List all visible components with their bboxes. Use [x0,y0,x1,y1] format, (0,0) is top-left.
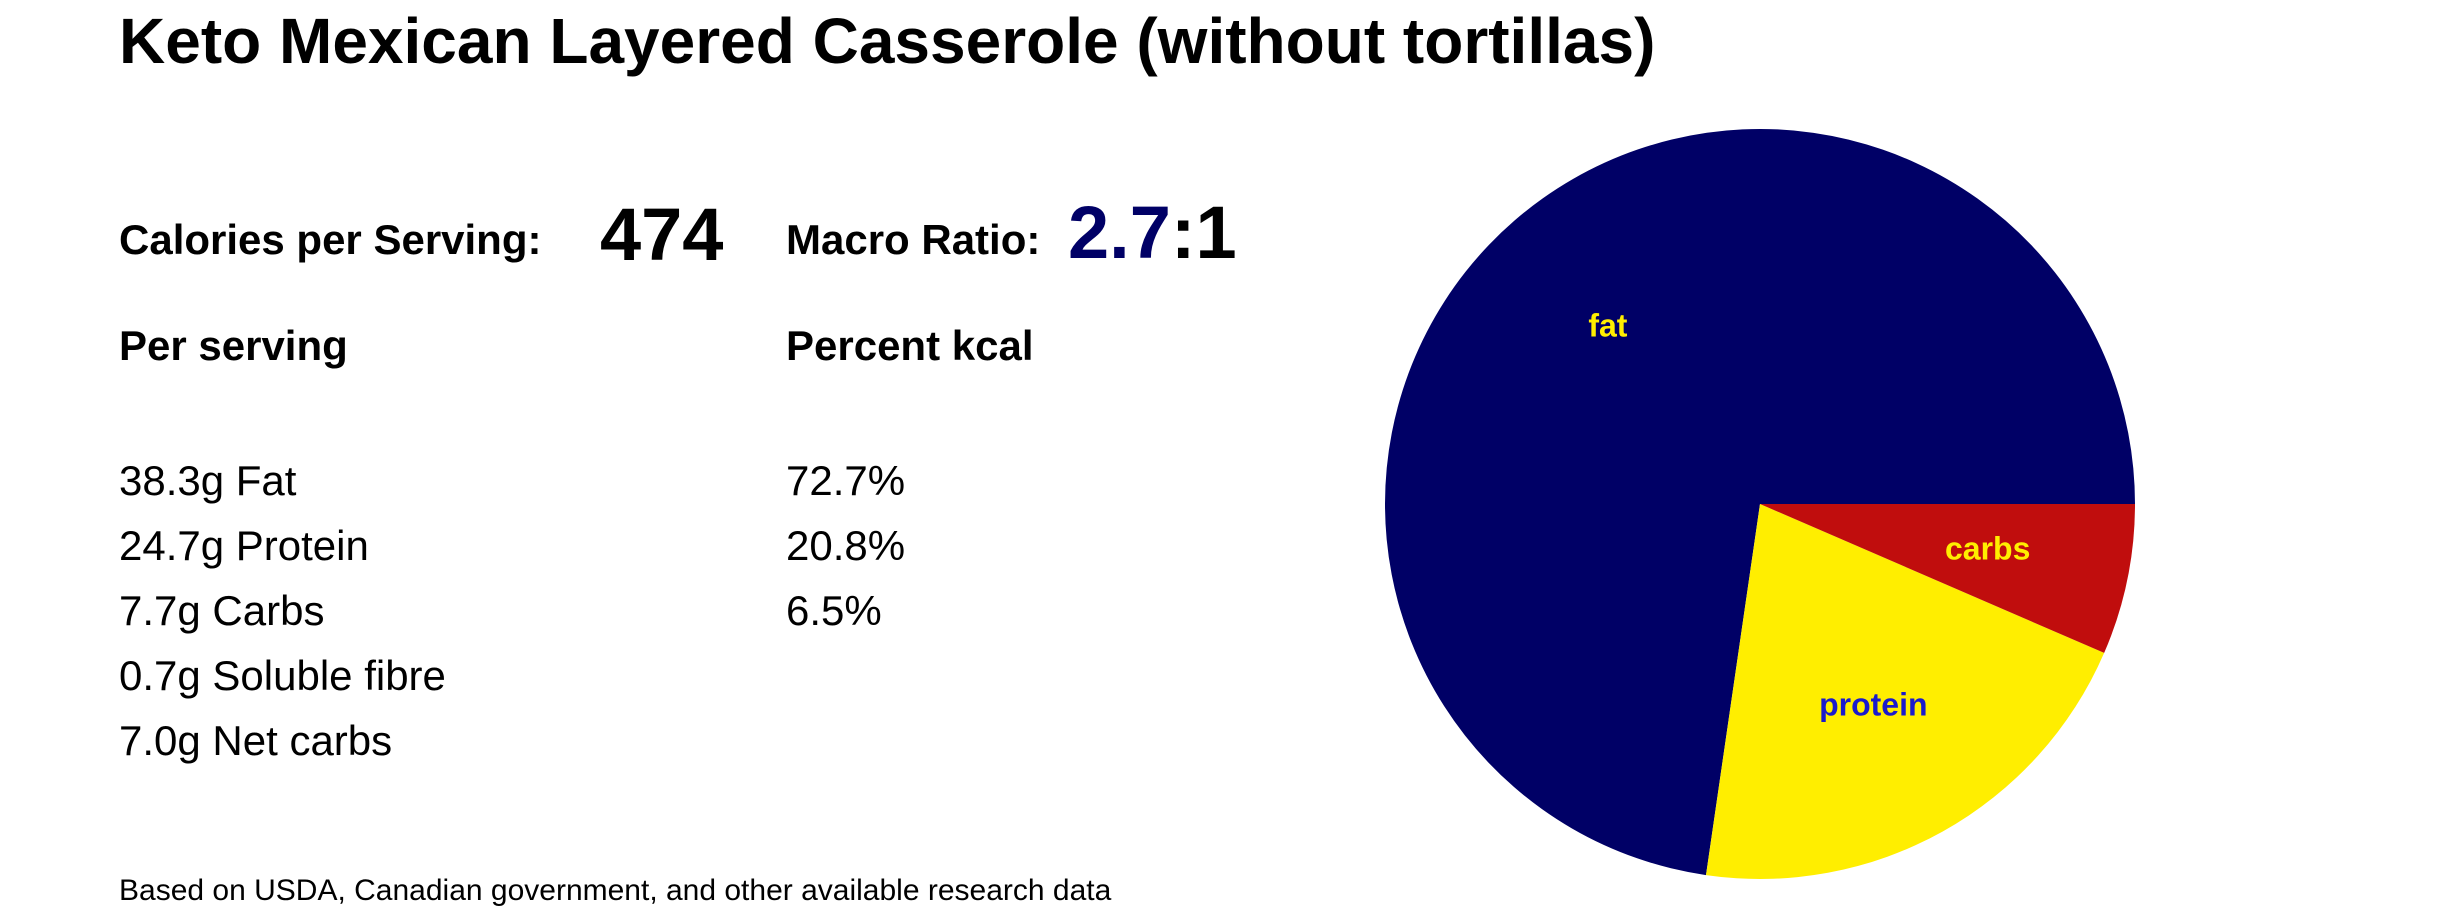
macro-pie-chart: fat protein carbs [1385,129,2135,879]
pie-slice-fat [1385,129,2135,876]
per-serving-protein: 24.7g Protein [119,522,369,569]
per-serving-list: 38.3g Fat 24.7g Protein 7.7g Carbs 0.7g … [119,448,446,773]
pie-label-protein: protein [1819,686,1927,722]
per-serving-net-carbs: 7.0g Net carbs [119,717,393,764]
pie-label-carbs: carbs [1945,531,2030,567]
percent-kcal-header: Percent kcal [786,322,1034,369]
calories-label: Calories per Serving: [119,216,542,263]
calories-value: 474 [600,193,724,276]
macro-ratio-number: 2.7 [1068,191,1171,274]
pie-slice-protein [1705,504,2105,879]
pie-slice-carbs [1760,504,2135,653]
macro-ratio-suffix: :1 [1170,191,1237,274]
per-serving-header: Per serving [119,322,348,369]
macro-ratio-label: Macro Ratio: [786,216,1041,263]
percent-kcal-carbs: 6.5% [786,587,882,634]
footnote: Based on USDA, Canadian government, and … [119,874,1112,907]
pie-label-fat: fat [1588,308,1627,344]
per-serving-carbs: 7.7g Carbs [119,587,325,634]
percent-kcal-fat: 72.7% [786,457,906,504]
macro-ratio-value: 2.7:1 [1068,190,1237,275]
per-serving-soluble-fibre: 0.7g Soluble fibre [119,652,446,699]
page-title: Keto Mexican Layered Casserole (without … [119,5,1656,77]
percent-kcal-list: 72.7% 20.8% 6.5% [786,448,905,643]
per-serving-fat: 38.3g Fat [119,457,297,504]
percent-kcal-protein: 20.8% [786,522,906,569]
